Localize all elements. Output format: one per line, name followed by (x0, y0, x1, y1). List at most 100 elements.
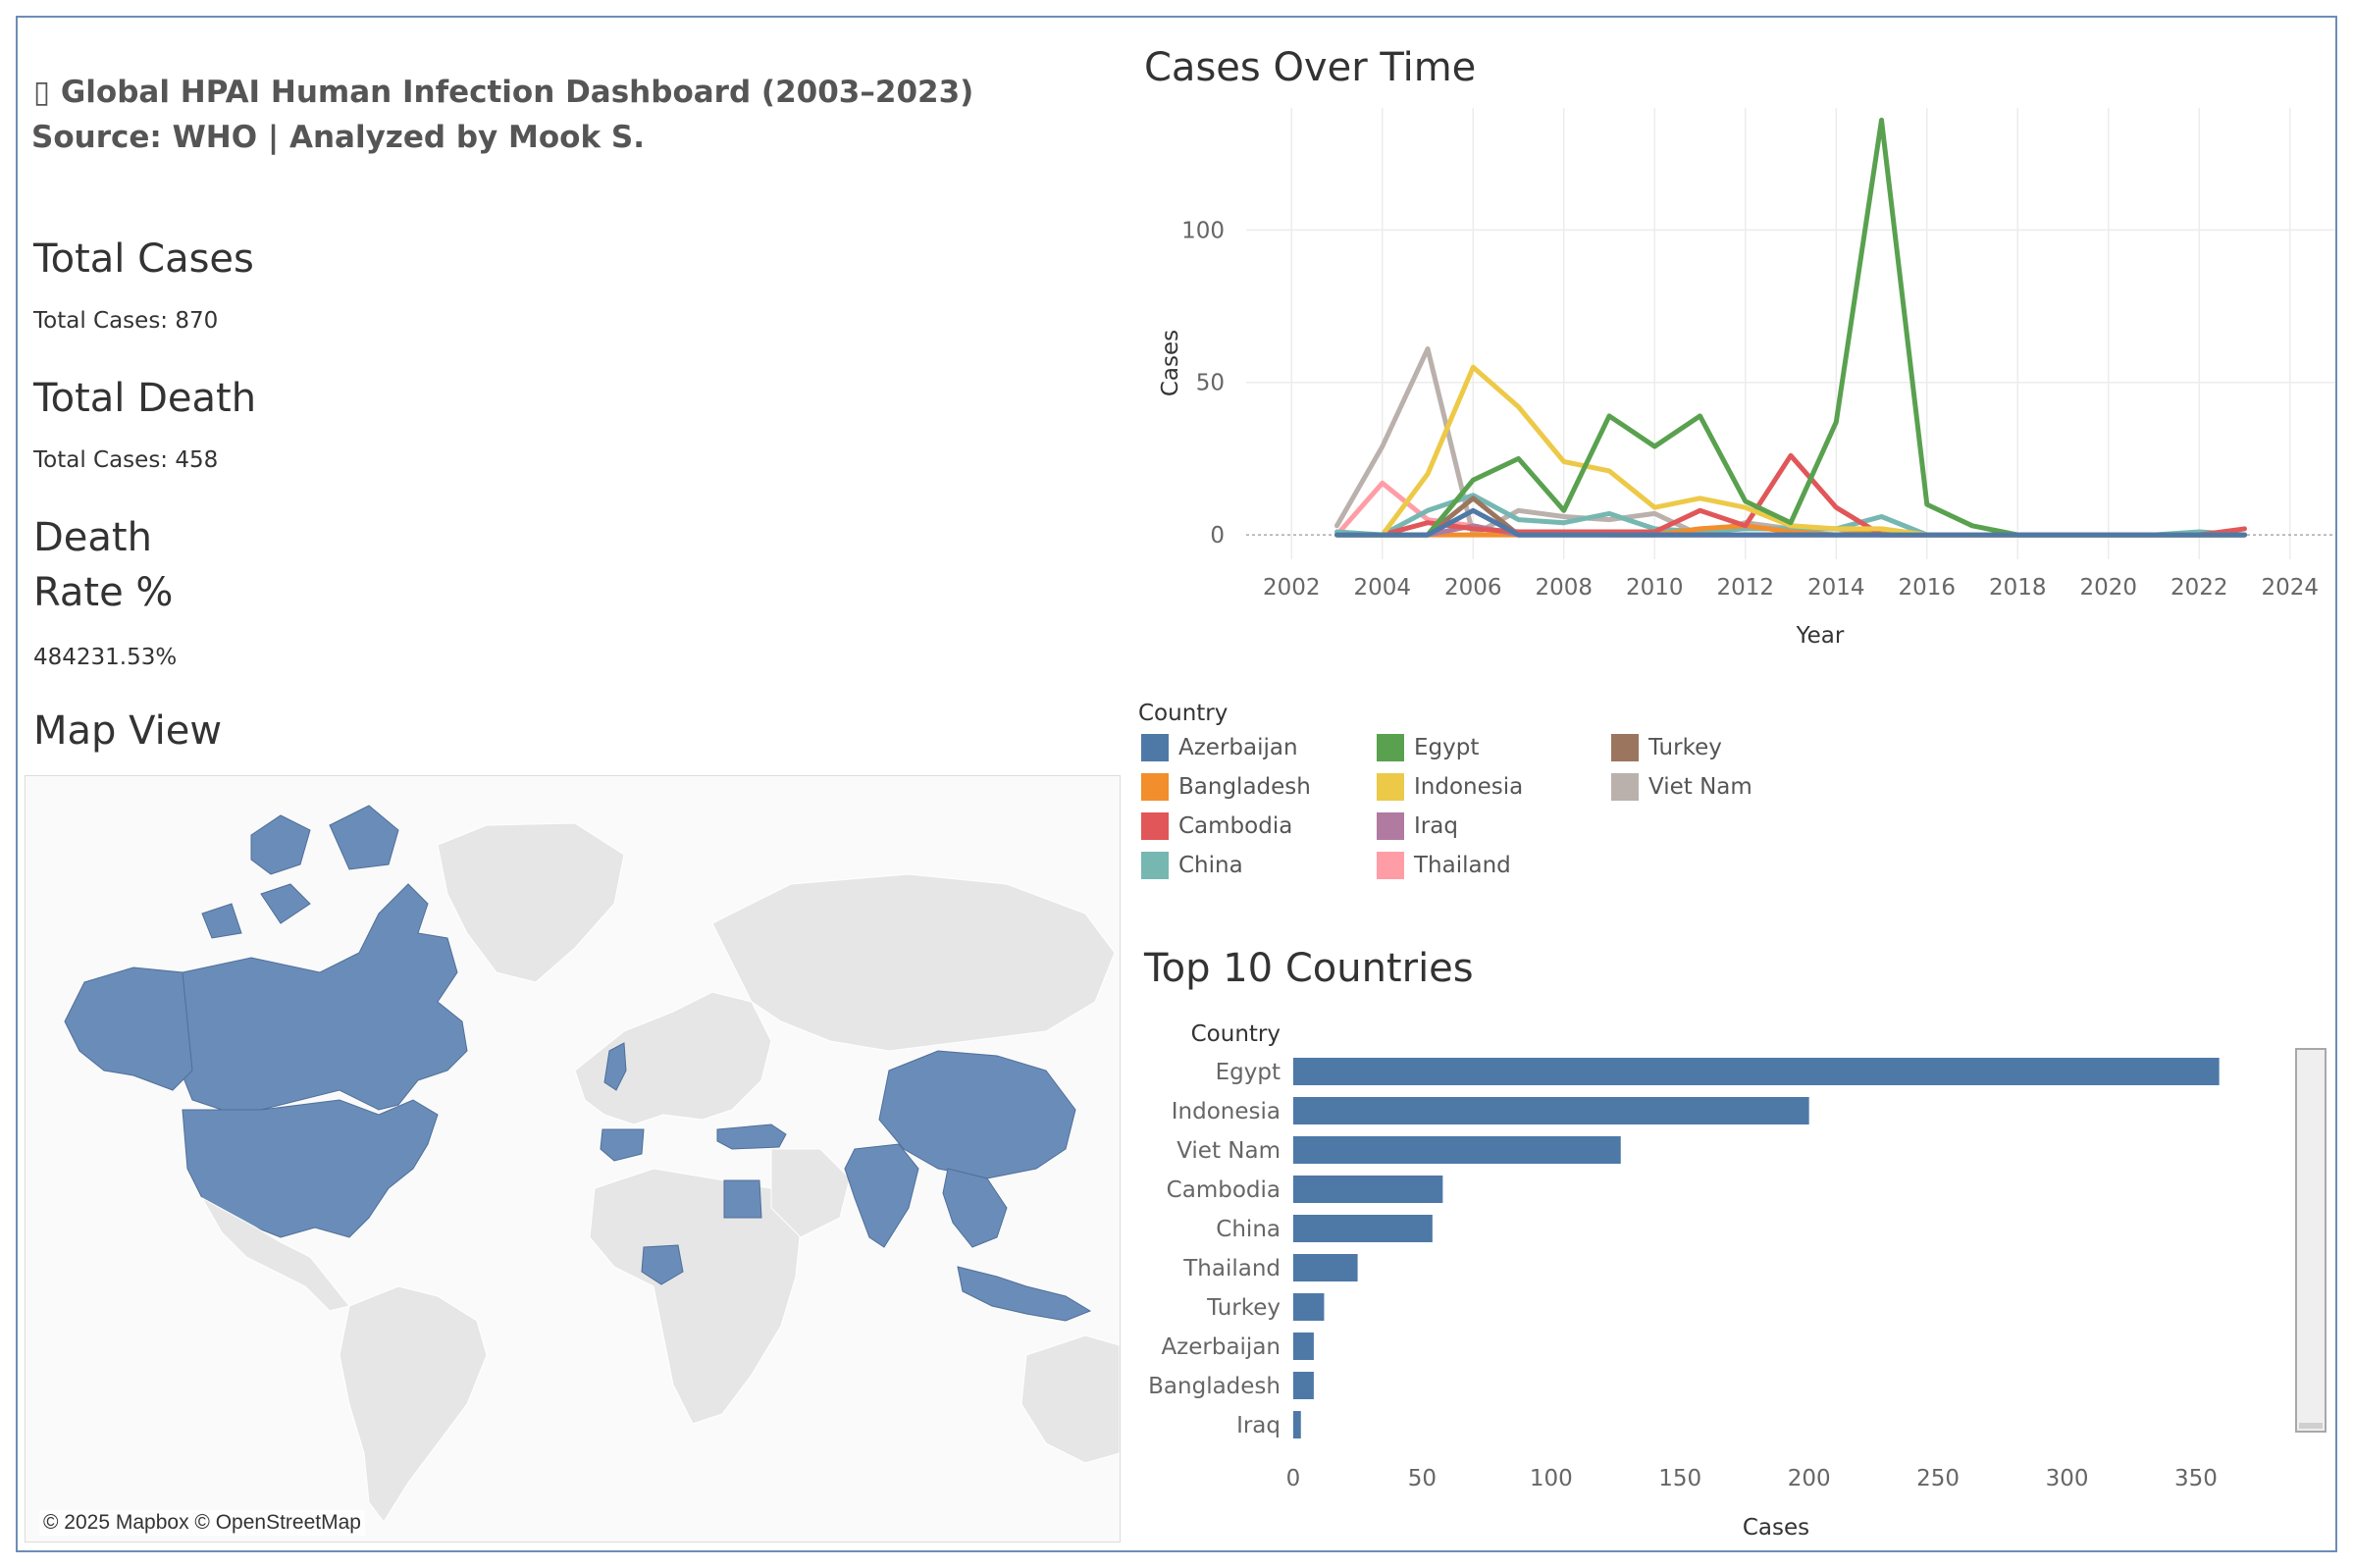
death-rate-heading-line1: Death (33, 515, 152, 560)
bar-chart-scrollbar[interactable] (2295, 1048, 2327, 1433)
europe-shape (574, 991, 772, 1125)
alaska-shape (64, 967, 193, 1091)
arctic-islands-shape (201, 805, 399, 939)
legend-swatch (1377, 852, 1404, 879)
series-line-azerbaijan[interactable] (1334, 507, 2247, 538)
x-tick-label: 2006 (1444, 575, 1502, 601)
y-tick-label: 50 (1196, 371, 1225, 396)
legend-label: China (1178, 853, 1243, 878)
dashboard-title: ▯ Global HPAI Human Infection Dashboard … (33, 75, 974, 110)
legend-label: Cambodia (1178, 813, 1293, 839)
bar-x-tick-label: 150 (1658, 1466, 1701, 1491)
bar-china[interactable] (1292, 1215, 1433, 1242)
legend-title: Country (1138, 701, 1229, 726)
dashboard-source: Source: WHO | Analyzed by Mook S. (31, 120, 645, 155)
southeast-asia-shape (942, 1168, 1008, 1248)
total-death-value: Total Cases: 458 (33, 447, 219, 473)
nigeria-shape (641, 1244, 684, 1285)
legend-item-viet-nam[interactable]: Viet Nam (1611, 773, 1752, 801)
legend-label: Azerbaijan (1178, 735, 1298, 760)
legend-item-egypt[interactable]: Egypt (1377, 734, 1479, 761)
legend-item-turkey[interactable]: Turkey (1611, 734, 1722, 761)
y-tick-label: 100 (1181, 218, 1225, 243)
x-tick-label: 2018 (1989, 575, 2047, 601)
legend-item-azerbaijan[interactable]: Azerbaijan (1141, 734, 1298, 761)
y-tick-label: 0 (1210, 523, 1225, 549)
uk-shape (603, 1042, 627, 1091)
legend-swatch (1141, 852, 1169, 879)
bar-iraq[interactable] (1292, 1411, 1301, 1438)
bar-turkey[interactable] (1292, 1293, 1325, 1321)
spain-shape (600, 1128, 645, 1162)
bar-indonesia[interactable] (1292, 1097, 1809, 1124)
bar-category-label: China (1216, 1217, 1281, 1242)
legend-swatch (1377, 773, 1404, 801)
world-map[interactable]: © 2025 Mapbox © OpenStreetMap (25, 775, 1121, 1542)
bar-x-tick-label: 300 (2046, 1466, 2089, 1491)
map-view-title: Map View (33, 708, 223, 754)
bar-chart-title: Top 10 Countries (1143, 946, 1474, 991)
line-chart-title: Cases Over Time (1144, 45, 1476, 90)
bar-cambodia[interactable] (1292, 1176, 1443, 1203)
bar-x-axis-label: Cases (1743, 1515, 1809, 1541)
x-tick-label: 2016 (1898, 575, 1956, 601)
bar-x-tick-label: 350 (2174, 1466, 2218, 1491)
legend-label: Egypt (1414, 735, 1480, 760)
legend-label: Indonesia (1414, 774, 1524, 800)
mexico-shape (200, 1196, 350, 1312)
bar-egypt[interactable] (1292, 1058, 2220, 1085)
egypt-shape (723, 1179, 762, 1219)
legend-swatch (1141, 812, 1169, 840)
legend-item-cambodia[interactable]: Cambodia (1141, 812, 1292, 840)
x-tick-label: 2002 (1263, 575, 1321, 601)
x-tick-label: 2024 (2261, 575, 2319, 601)
bar-x-tick-label: 200 (1788, 1466, 1831, 1491)
legend-item-iraq[interactable]: Iraq (1377, 812, 1458, 840)
y-axis-label: Cases (1158, 330, 1183, 396)
legend-label: Bangladesh (1178, 774, 1311, 800)
map-credit[interactable]: © 2025 Mapbox © OpenStreetMap (39, 1510, 365, 1536)
india-shape (844, 1143, 919, 1248)
legend-item-thailand[interactable]: Thailand (1377, 852, 1511, 879)
legend-label: Thailand (1414, 853, 1511, 878)
china-shape (878, 1050, 1076, 1179)
x-tick-label: 2022 (2170, 575, 2228, 601)
bar-x-tick-label: 50 (1408, 1466, 1437, 1491)
legend-label: Turkey (1648, 735, 1722, 760)
total-cases-value: Total Cases: 870 (33, 308, 219, 334)
scrollbar-thumb[interactable] (2299, 1423, 2323, 1429)
bar-bangladesh[interactable] (1292, 1372, 1314, 1399)
cases-over-time-chart[interactable]: Cases Over Time 2002 2004 2006 2008 2010 2012 2… (1128, 29, 2335, 667)
south-america-shape (339, 1285, 488, 1523)
death-rate-heading-line2: Rate % (33, 570, 174, 615)
x-tick-label: 2014 (1807, 575, 1865, 601)
legend-label: Iraq (1414, 813, 1458, 839)
world-map-svg (26, 776, 1120, 1542)
bar-x-tick-label: 0 (1286, 1466, 1301, 1491)
bar-x-tick-label: 100 (1530, 1466, 1573, 1491)
bar-azerbaijan[interactable] (1292, 1333, 1314, 1360)
greenland-shape (437, 822, 625, 983)
bar-category-label: Turkey (1206, 1295, 1281, 1321)
bar-category-label: Iraq (1236, 1413, 1281, 1438)
bar-category-label: Indonesia (1172, 1099, 1281, 1124)
bar-category-label: Azerbaijan (1161, 1334, 1281, 1360)
top-10-countries-chart[interactable]: Top 10 Countries Country Egypt Indonesia Vie… (1128, 932, 2286, 1541)
x-tick-label: 2010 (1626, 575, 1684, 601)
bar-chart-category-header: Country (1191, 1021, 1281, 1047)
bar-viet-nam[interactable] (1292, 1136, 1621, 1164)
x-tick-label: 2020 (2079, 575, 2137, 601)
bar-category-label: Cambodia (1167, 1177, 1281, 1203)
x-tick-label: 2008 (1535, 575, 1593, 601)
bar-category-label: Viet Nam (1176, 1138, 1281, 1164)
legend-item-bangladesh[interactable]: Bangladesh (1141, 773, 1311, 801)
legend-item-china[interactable]: China (1141, 852, 1243, 879)
legend-item-indonesia[interactable]: Indonesia (1377, 773, 1523, 801)
bar-thailand[interactable] (1292, 1254, 1358, 1281)
bar-x-tick-label: 250 (1916, 1466, 1960, 1491)
legend-swatch (1377, 734, 1404, 761)
indonesia-shape (957, 1266, 1092, 1322)
legend-swatch (1611, 734, 1639, 761)
total-cases-heading: Total Cases (33, 236, 254, 282)
australia-shape (1020, 1334, 1120, 1464)
